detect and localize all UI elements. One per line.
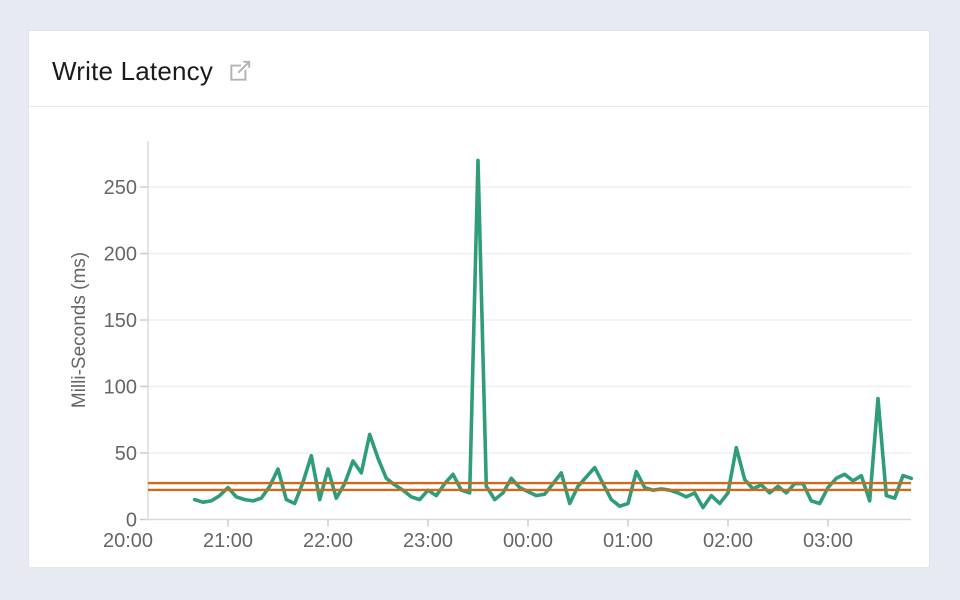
write-latency-card: Write Latency 0 50 100 150 200 250 20:00 21:00 2… [28, 30, 930, 568]
x-tick-label: 20:00 [103, 530, 153, 552]
y-tick-label: 250 [104, 177, 137, 199]
y-tick-label: 150 [104, 310, 137, 332]
x-tick-label: 00:00 [503, 530, 553, 552]
y-tick-label: 0 [126, 510, 137, 532]
x-tick-label: 01:00 [603, 530, 653, 552]
card-header: Write Latency [29, 31, 929, 107]
x-tick-label: 23:00 [403, 530, 453, 552]
x-tick-label: 21:00 [203, 530, 253, 552]
y-tick-label: 50 [115, 443, 137, 465]
external-link-icon[interactable] [227, 58, 253, 84]
page-title: Write Latency [52, 56, 214, 86]
y-axis-title: Milli-Seconds (ms) [69, 252, 90, 408]
y-tick-label: 100 [104, 377, 137, 399]
y-tick-label: 200 [104, 244, 137, 266]
x-tick-label: 03:00 [803, 530, 853, 552]
latency-series-line [192, 158, 914, 510]
x-tick-label: 22:00 [303, 530, 353, 552]
x-tick-label: 02:00 [703, 530, 753, 552]
latency-chart-svg[interactable]: 0 50 100 150 200 250 20:00 21:00 22:00 23:00 00:00… [29, 107, 931, 569]
latency-chart[interactable]: 0 50 100 150 200 250 20:00 21:00 22:00 23:00 00:00… [29, 107, 931, 569]
